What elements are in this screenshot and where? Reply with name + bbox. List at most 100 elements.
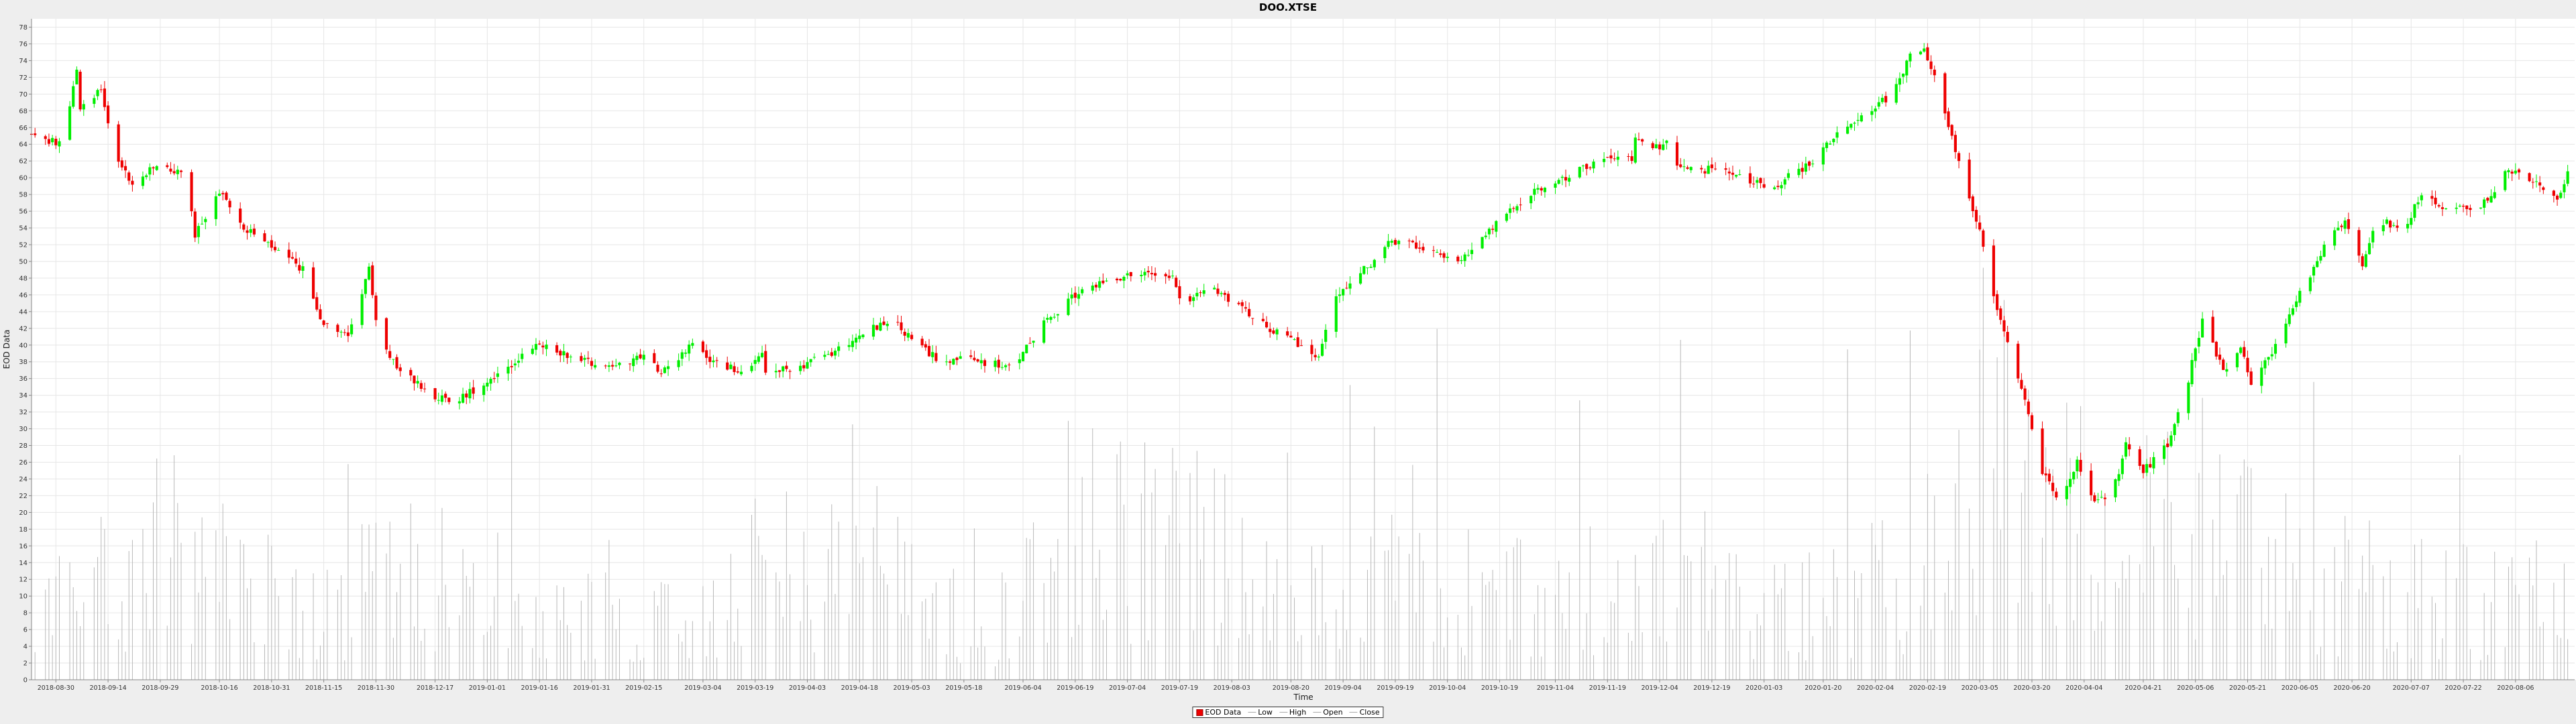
candle-body — [875, 325, 879, 330]
candle-body — [955, 357, 959, 361]
candle-body — [983, 360, 987, 366]
candle-body — [2367, 243, 2371, 255]
candle-body — [117, 124, 120, 162]
candle-body — [1756, 180, 1759, 183]
x-tick-label: 2019-01-01 — [469, 684, 506, 692]
candle-body — [2445, 208, 2448, 209]
candle-body — [367, 266, 371, 280]
candle-body — [193, 211, 197, 238]
y-tick-label: 70 — [19, 91, 28, 99]
candle-body — [350, 324, 354, 335]
candle-body — [1358, 273, 1362, 284]
candle-body — [166, 165, 169, 168]
candle-body — [2152, 457, 2155, 469]
x-tick-label: 2018-12-17 — [417, 684, 453, 692]
candle-body — [1310, 345, 1313, 355]
candle-body — [726, 362, 729, 370]
candle-body — [51, 137, 54, 143]
candle-body — [2420, 195, 2423, 200]
candle-body — [969, 355, 973, 357]
candle-body — [2190, 360, 2194, 385]
candle-body — [1519, 204, 1522, 206]
candle-body — [1432, 250, 1436, 251]
x-tick-label: 2019-03-19 — [737, 684, 773, 692]
legend-close-swatch — [1349, 712, 1358, 713]
candle-body — [2076, 459, 2079, 472]
candle-body — [510, 366, 513, 367]
volume-bars — [31, 267, 2569, 680]
candle-body — [1289, 335, 1293, 338]
candle-body — [2072, 471, 2076, 480]
candle-body — [311, 267, 315, 299]
candle-body — [298, 265, 301, 271]
candle-body — [1606, 157, 1609, 158]
candle-body — [1383, 247, 1387, 259]
candle-body — [339, 331, 343, 333]
candle-body — [799, 365, 802, 371]
candle-body — [1000, 367, 1004, 368]
candle-body — [2249, 371, 2253, 385]
candle-body — [2047, 473, 2051, 482]
candle-body — [120, 160, 123, 168]
candle-body — [336, 324, 339, 333]
candle-body — [1759, 178, 1762, 184]
candle-body — [1780, 185, 1783, 188]
candle-body — [2273, 344, 2277, 354]
candle-body — [1094, 284, 1098, 288]
candle-body — [1529, 196, 1533, 204]
candle-body — [2319, 255, 2322, 261]
candle-body — [1633, 137, 1637, 163]
candle-body — [1884, 96, 1888, 103]
candle-body — [1042, 320, 1046, 343]
candle-body — [2552, 190, 2555, 196]
candle-body — [2114, 479, 2117, 497]
x-tick-label: 2020-04-21 — [2125, 684, 2161, 692]
candle-body — [2291, 308, 2295, 315]
candle-body — [1129, 272, 1132, 276]
x-tick-label: 2020-03-20 — [2013, 684, 2050, 692]
candle-body — [1293, 339, 1296, 341]
candle-body — [1338, 294, 1342, 296]
candle-body — [851, 341, 854, 347]
candle-body — [1244, 307, 1248, 309]
candle-body — [2413, 204, 2416, 218]
candle-body — [1342, 289, 1345, 296]
candle-body — [444, 394, 447, 398]
y-tick-label: 0 — [23, 677, 28, 684]
candle-body — [2169, 435, 2173, 446]
candle-body — [2023, 388, 2027, 400]
candle-body — [416, 381, 419, 384]
candle-body — [684, 352, 688, 354]
candle-body — [1320, 343, 1324, 356]
candle-body — [1487, 229, 1491, 235]
candle-body — [1122, 276, 1126, 281]
candle-body — [760, 353, 764, 357]
candle-body — [2396, 225, 2399, 228]
candle-body — [1366, 267, 1369, 269]
candle-body — [1999, 308, 2002, 320]
candle-body — [360, 294, 364, 325]
candle-body — [1313, 355, 1317, 357]
candle-body — [2149, 464, 2152, 468]
candle-body — [301, 266, 305, 271]
candle-body — [34, 133, 37, 135]
x-tick-label: 2020-03-05 — [1962, 684, 1998, 692]
candle-body — [107, 105, 110, 123]
candle-body — [2243, 347, 2246, 357]
candle-body — [517, 361, 521, 363]
candle-body — [447, 398, 451, 402]
x-tick-label: 2020-06-05 — [2282, 684, 2318, 692]
y-tick-label: 64 — [19, 141, 28, 149]
candle-body — [2194, 348, 2197, 361]
y-tick-label: 20 — [19, 509, 28, 517]
candle-body — [1540, 188, 1543, 191]
candle-body — [879, 322, 882, 331]
x-tick-label: 2020-01-03 — [1746, 684, 1782, 692]
x-tick-label: 2020-08-06 — [2497, 684, 2534, 692]
candle-body — [413, 375, 416, 383]
candle-body — [2381, 225, 2385, 231]
candle-body — [2051, 483, 2055, 491]
y-tick-label: 66 — [19, 125, 28, 132]
candle-body — [1731, 172, 1735, 175]
x-tick-label: 2020-02-19 — [1909, 684, 1946, 692]
